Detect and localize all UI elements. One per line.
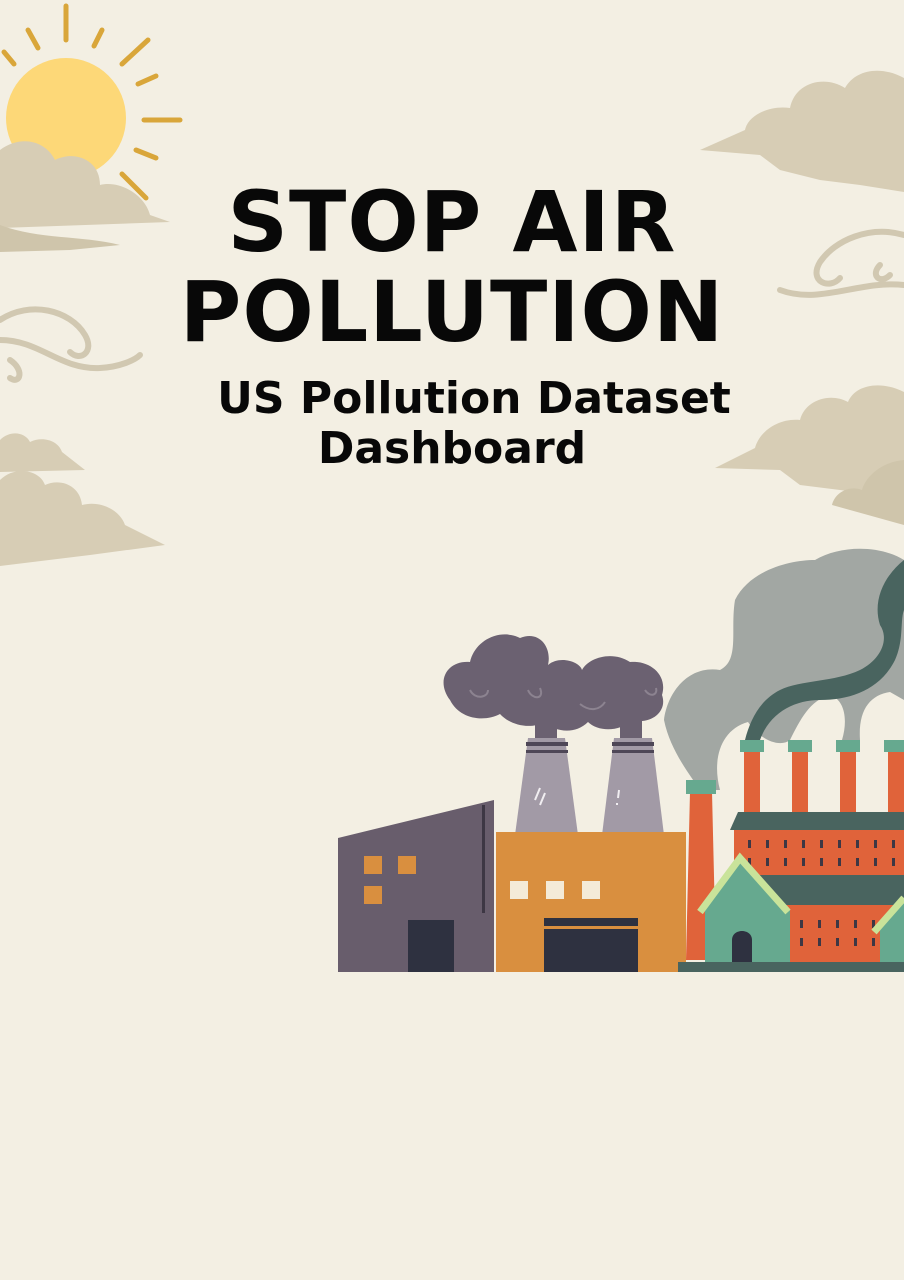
- page-subtitle-line-2: Dashboard: [317, 423, 587, 474]
- factory-icon: [338, 738, 904, 972]
- smoke-cloud-icon: [443, 634, 664, 740]
- wind-swirl-icon: [0, 306, 143, 383]
- house-icon: [697, 852, 904, 965]
- cloud-icon: [0, 433, 165, 566]
- wind-swirl-icon: [777, 228, 904, 298]
- ground: [678, 962, 904, 972]
- page-title-line-2: POLLUTION: [179, 263, 725, 361]
- page-subtitle-line-1: US Pollution Dataset: [217, 373, 731, 424]
- page-title-line-1: STOP AIR: [227, 173, 677, 271]
- cloud-icon: [0, 141, 170, 252]
- cloud-icon: [700, 70, 904, 192]
- smoke-cloud-icon: [664, 548, 904, 790]
- cloud-icon: [715, 385, 904, 525]
